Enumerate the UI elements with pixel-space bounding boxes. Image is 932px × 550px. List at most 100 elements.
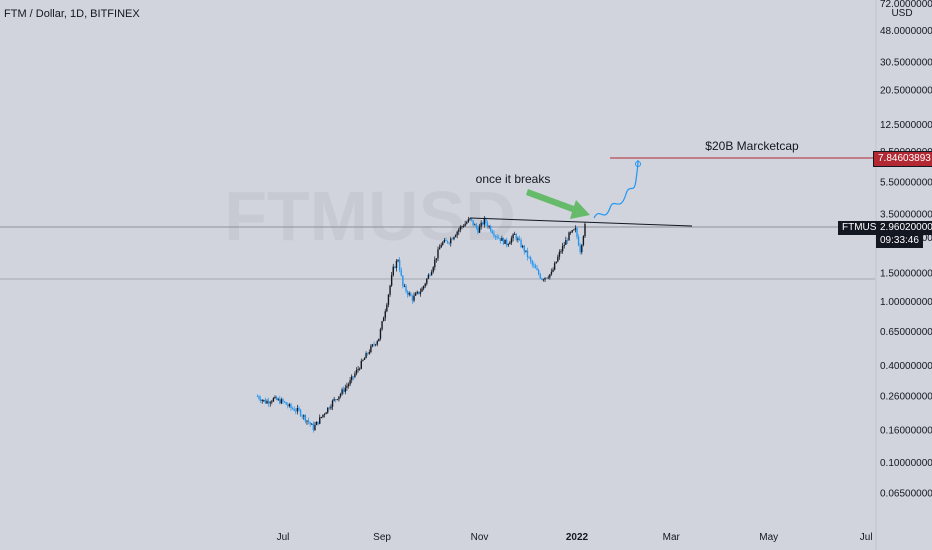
candle-body <box>336 399 339 401</box>
time-axis[interactable]: Jul Sep Nov 2022 Mar May Jul <box>277 532 873 543</box>
candle-body <box>555 261 557 264</box>
candle-body <box>438 247 441 250</box>
candle-body <box>560 251 562 253</box>
candle-body <box>366 353 369 355</box>
resistance-trendline[interactable] <box>469 217 693 227</box>
price-tick-label: 20.50000000 <box>880 86 932 97</box>
candle-body <box>400 270 402 276</box>
candle-body <box>358 368 361 370</box>
candle-body <box>256 396 259 398</box>
candle-body <box>454 235 457 238</box>
candle-body <box>448 242 450 244</box>
candle-body <box>467 219 470 223</box>
candle-body <box>496 236 498 238</box>
last-price-value: 2.96020000 <box>876 221 932 235</box>
candle-body <box>525 250 527 252</box>
candle-body <box>413 295 415 301</box>
candle-body <box>261 400 263 401</box>
candle-body <box>427 274 430 279</box>
candle-body <box>343 389 345 392</box>
candle-body <box>320 416 323 418</box>
candle-body <box>378 338 380 342</box>
projection-path <box>593 159 639 219</box>
candle-body <box>314 424 316 431</box>
candle-body <box>402 275 404 286</box>
price-tick-label: 48.00000000 <box>880 26 932 37</box>
candle-body <box>410 293 412 296</box>
price-tick-label: 1.50000000 <box>880 269 932 280</box>
candle-body <box>523 245 525 252</box>
candle-body <box>493 233 495 236</box>
candle-body <box>470 218 473 221</box>
price-tick-label: 0.16000000 <box>880 425 932 436</box>
candle-body <box>464 223 466 227</box>
candle-body <box>331 400 334 407</box>
candles-group <box>256 215 586 433</box>
candle-body <box>450 238 452 244</box>
candle-body <box>283 401 286 403</box>
candle-body <box>365 353 367 359</box>
candle-body <box>442 242 444 245</box>
candle-body <box>325 412 327 415</box>
candle-body <box>323 414 326 415</box>
candle-body <box>293 408 295 411</box>
price-tick-label: 12.50000000 <box>880 120 932 131</box>
candle-body <box>488 226 490 228</box>
candle-body <box>368 352 370 354</box>
candle-body <box>416 291 418 294</box>
candle-body <box>333 399 335 401</box>
candle-body <box>462 226 465 227</box>
candle-body <box>430 271 433 276</box>
candle-body <box>579 245 581 253</box>
candle-body <box>301 415 303 417</box>
candle-body <box>279 398 281 404</box>
candle-body <box>351 376 353 381</box>
price-tick-label: 0.40000000 <box>880 361 932 372</box>
candle-body <box>352 376 355 378</box>
candle-body <box>322 414 324 417</box>
price-tick-label: 30.50000000 <box>880 58 932 69</box>
candle-body <box>344 387 347 392</box>
target-price-tag: 7.84603893 <box>873 151 932 167</box>
candle-body <box>381 321 383 330</box>
candle-body <box>426 278 428 284</box>
time-tick-label: 2022 <box>566 532 589 543</box>
candle-body <box>550 271 553 275</box>
candle-body <box>443 240 446 243</box>
candle-body <box>565 240 567 245</box>
candle-body <box>446 240 449 243</box>
candle-body <box>398 260 401 271</box>
candle-body <box>363 358 366 360</box>
candle-body <box>298 408 300 410</box>
price-tick-label: 5.50000000 <box>880 178 932 189</box>
candle-body <box>568 232 570 241</box>
candle-body <box>264 399 267 404</box>
time-tick-label: Mar <box>663 532 681 543</box>
candle-body <box>405 285 407 292</box>
candle-body <box>315 421 318 425</box>
candle-body <box>387 294 390 305</box>
candle-body <box>370 346 372 353</box>
candle-body <box>386 304 388 312</box>
price-tick-label: 3.50000000 <box>880 209 932 220</box>
price-axis[interactable]: 72.00000000 48.00000000 30.50000000 20.5000… <box>880 0 932 499</box>
candle-body <box>267 400 270 404</box>
candle-body <box>269 402 271 404</box>
candle-body <box>290 404 292 409</box>
candle-body <box>275 396 278 400</box>
candle-body <box>542 279 545 281</box>
candle-body <box>258 396 260 399</box>
candle-body <box>357 369 359 370</box>
candle-body <box>263 399 265 401</box>
candle-body <box>335 399 337 400</box>
candle-body <box>317 421 319 424</box>
candle-body <box>459 226 462 230</box>
time-tick-label: Nov <box>471 532 489 543</box>
candle-body <box>477 227 479 233</box>
candle-body <box>520 240 522 247</box>
candle-body <box>561 245 564 252</box>
candle-body <box>518 238 521 241</box>
price-tick-label: 0.26000000 <box>880 391 932 402</box>
candle-body <box>440 244 442 248</box>
